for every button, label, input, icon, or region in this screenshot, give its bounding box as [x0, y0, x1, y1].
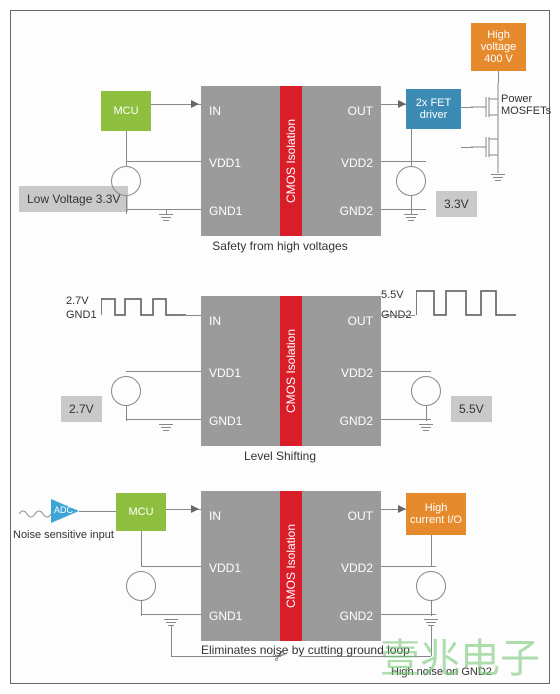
arrow-icon	[398, 100, 406, 108]
gnd-icon	[404, 214, 418, 221]
hv-label: High voltage 400 V	[474, 29, 523, 65]
caption-noise: Eliminates noise by cutting ground loop	[201, 643, 410, 657]
v55-label: 5.5V	[451, 396, 492, 422]
pulse-wave-icon	[101, 295, 186, 321]
cmos-isolation-block: CMOS Isolation IN VDD1 GND1 OUT VDD2 GND…	[201, 491, 381, 641]
noise-input-label: Noise sensitive input	[13, 529, 114, 541]
pin-gnd1: GND1	[209, 609, 242, 623]
pulse-wave-icon	[416, 289, 516, 321]
io-block: High current I/O	[406, 493, 466, 535]
pin-gnd2: GND2	[340, 204, 373, 218]
pin-gnd1: GND1	[209, 414, 242, 428]
section-level-shift: CMOS Isolation IN VDD1 GND1 OUT VDD2 GND…	[11, 251, 549, 451]
pin-vdd1: VDD1	[209, 366, 241, 380]
cmos-isolation-block: CMOS Isolation IN VDD1 GND1 OUT VDD2 GND…	[201, 86, 381, 236]
section-noise: CMOS Isolation IN VDD1 GND1 OUT VDD2 GND…	[11, 451, 549, 677]
voltage-source-icon	[111, 166, 141, 196]
v27-label: 2.7V	[61, 396, 102, 422]
arrow-icon	[398, 505, 406, 513]
pulse-right-v: 5.5V	[381, 289, 404, 301]
voltage-source-icon	[416, 571, 446, 601]
gnd-icon	[159, 424, 173, 431]
v33-label: 3.3V	[436, 191, 477, 217]
pulse-left-v: 2.7V	[66, 295, 89, 307]
pin-out: OUT	[348, 314, 373, 328]
voltage-source-icon	[396, 166, 426, 196]
isolation-label: CMOS Isolation	[284, 329, 298, 413]
driver-label: 2x FET driver	[409, 97, 458, 121]
pin-vdd2: VDD2	[341, 366, 373, 380]
gnd-icon	[419, 424, 433, 431]
mcu-label: MCU	[128, 506, 153, 518]
mcu-block: MCU	[101, 91, 151, 131]
fet-driver-block: 2x FET driver	[406, 89, 461, 129]
voltage-source-icon	[411, 376, 441, 406]
isolation-label: CMOS Isolation	[284, 119, 298, 203]
pin-in: IN	[209, 509, 221, 523]
mcu-label: MCU	[113, 105, 138, 117]
pin-vdd1: VDD1	[209, 561, 241, 575]
pin-vdd1: VDD1	[209, 156, 241, 170]
pin-gnd1: GND1	[209, 204, 242, 218]
cmos-isolation-block: CMOS Isolation IN VDD1 GND1 OUT VDD2 GND…	[201, 296, 381, 446]
voltage-source-icon	[126, 571, 156, 601]
pin-vdd2: VDD2	[341, 156, 373, 170]
adc-icon: ADC	[51, 499, 79, 523]
gnd-icon	[164, 619, 178, 626]
voltage-source-icon	[111, 376, 141, 406]
adc-label: ADC	[54, 505, 73, 515]
mosfet-icon	[471, 83, 511, 173]
gnd-icon	[424, 619, 438, 626]
low-voltage-label: Low Voltage 3.3V	[19, 186, 128, 212]
pin-out: OUT	[348, 509, 373, 523]
pin-gnd2: GND2	[340, 414, 373, 428]
section-safety: CMOS Isolation IN VDD1 GND1 OUT VDD2 GND…	[11, 11, 549, 251]
isolation-barrier: CMOS Isolation	[280, 86, 302, 236]
pin-in: IN	[209, 314, 221, 328]
pulse-left-g: GND1	[66, 309, 97, 321]
high-noise-label: High noise on GND2	[391, 666, 492, 678]
gnd-icon	[491, 174, 505, 181]
pin-gnd2: GND2	[340, 609, 373, 623]
gnd-icon	[159, 214, 173, 221]
io-label: High current I/O	[409, 502, 463, 526]
pin-out: OUT	[348, 104, 373, 118]
pin-in: IN	[209, 104, 221, 118]
isolation-label: CMOS Isolation	[284, 524, 298, 608]
diagram-frame: CMOS Isolation IN VDD1 GND1 OUT VDD2 GND…	[10, 10, 550, 684]
isolation-barrier: CMOS Isolation	[280, 296, 302, 446]
high-voltage-block: High voltage 400 V	[471, 23, 526, 71]
sine-wave-icon	[19, 507, 51, 525]
mcu-block: MCU	[116, 493, 166, 531]
pin-vdd2: VDD2	[341, 561, 373, 575]
isolation-barrier: CMOS Isolation	[280, 491, 302, 641]
arrow-icon	[191, 100, 199, 108]
arrow-icon	[191, 505, 199, 513]
